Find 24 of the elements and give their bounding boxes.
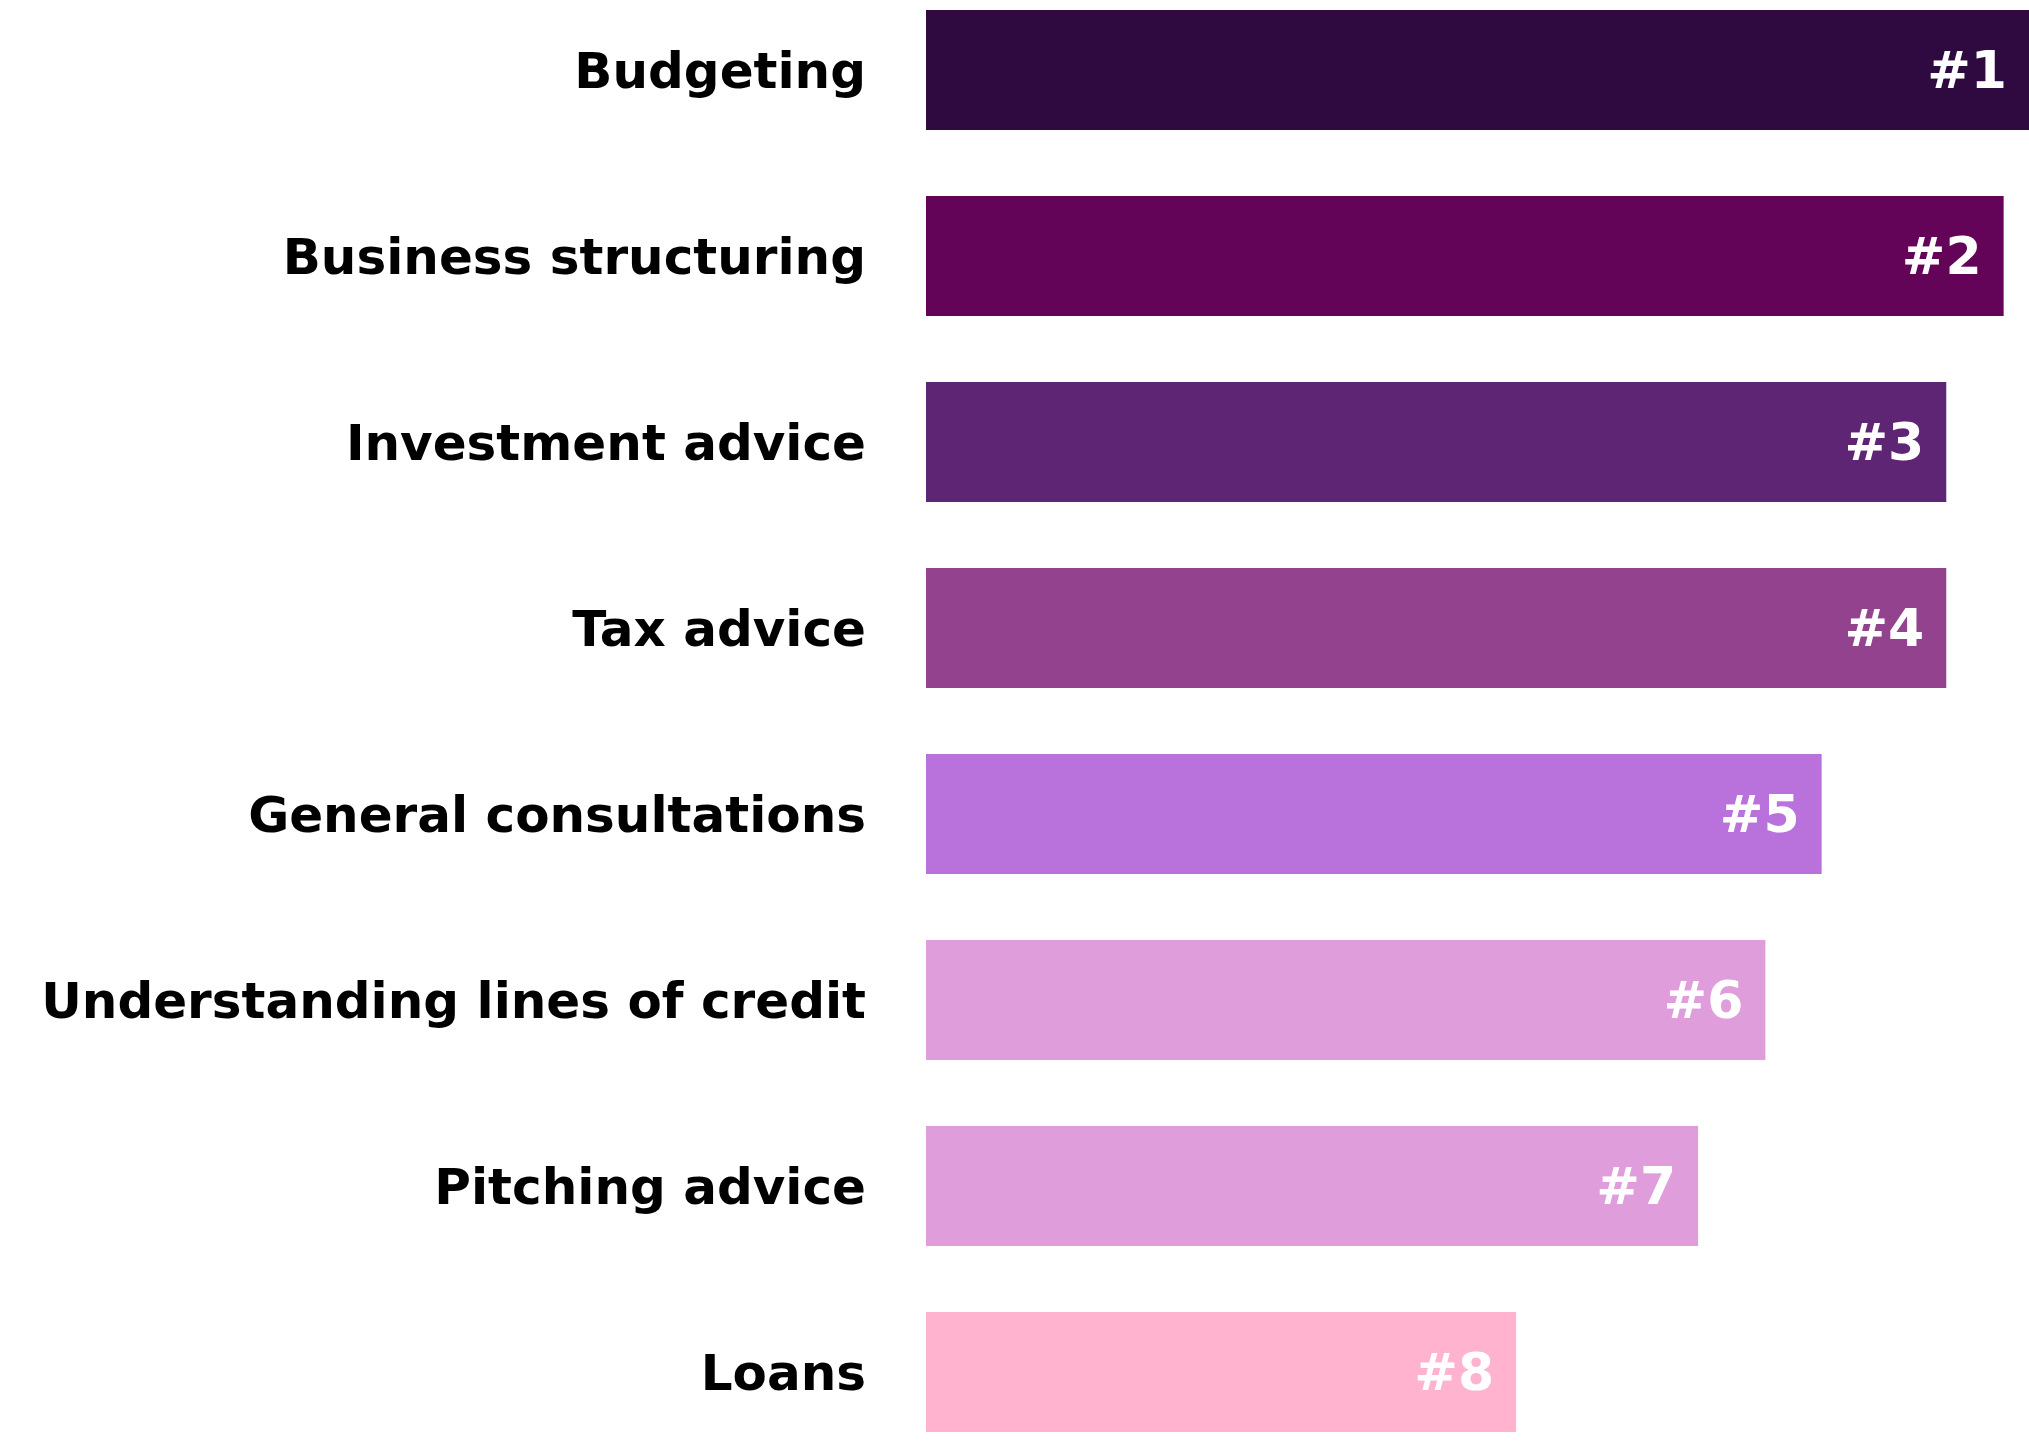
bar [926,940,1766,1060]
bar [926,196,2004,316]
bar [926,754,1822,874]
annotation: #6 [1663,970,1744,1031]
annotation: #4 [1844,598,1925,659]
annotation: #5 [1719,784,1800,845]
bar [926,568,1947,688]
y-tick-label: Budgeting [574,41,866,100]
y-tick-label: Tax advice [572,599,866,658]
annotation: #1 [1927,40,2007,101]
annotation: #8 [1414,1342,1495,1403]
y-tick-label: Pitching advice [434,1157,866,1216]
y-tick-label: Understanding lines of credit [41,971,866,1030]
annotation: #7 [1596,1156,1677,1217]
bar [926,382,1947,502]
y-tick-label: General consultations [248,785,866,844]
bar [926,1126,1699,1246]
bar [926,1312,1517,1432]
y-tick-label: Loans [700,1343,866,1402]
bar [926,10,2029,130]
annotation: #3 [1844,412,1925,473]
annotation: #2 [1901,226,1982,287]
y-tick-label: Business structuring [282,227,866,286]
y-tick-label: Investment advice [345,413,866,472]
